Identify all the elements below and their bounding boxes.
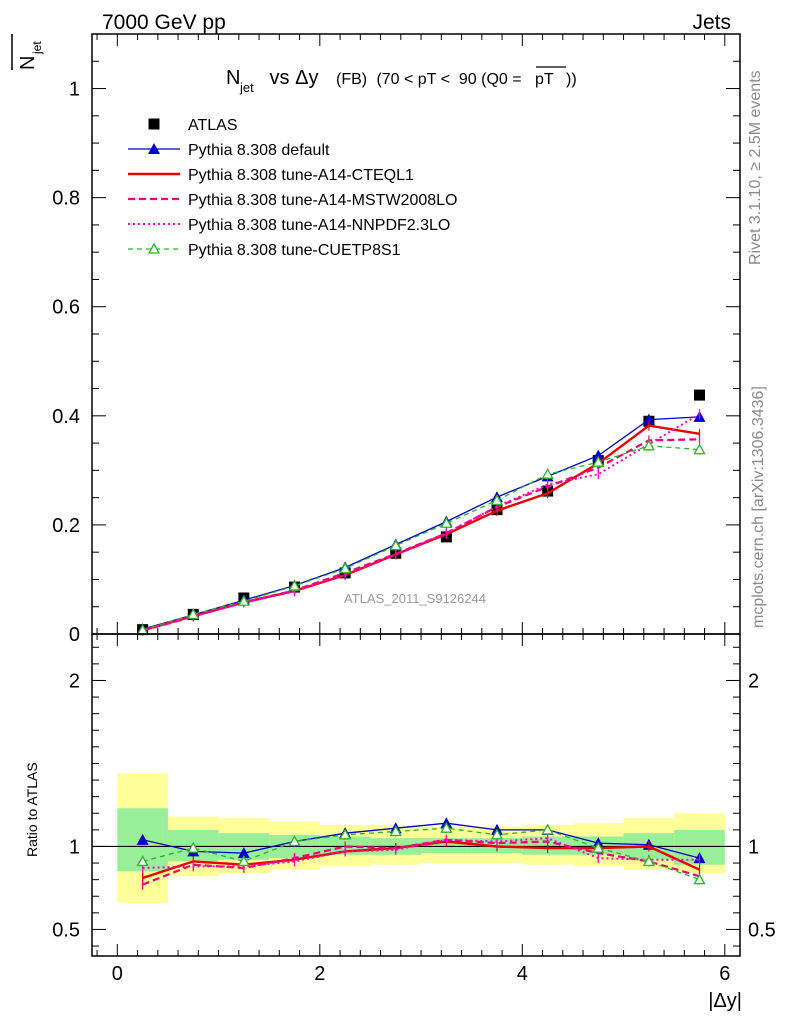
legend-entry-pythia-8-308-tune-cuetp8s1: Pythia 8.308 tune-CUETP8S1 (128, 242, 401, 259)
main-y-tick-label: 0.2 (52, 515, 80, 537)
main-point-pythia-8-308-tune-cuetp8s1 (440, 516, 453, 528)
main-title: N jet vs Δy (FB) (70 < pT < 90 (Q0 = pT … (226, 66, 577, 95)
legend-label-pythia-8-308-default: Pythia 8.308 default (188, 142, 330, 159)
main-point-atlas (694, 389, 705, 401)
title-fb: (FB) (336, 71, 367, 88)
ratio-point-pythia-8-308-tune-cuetp8s1 (187, 841, 200, 853)
legend-label-pythia-8-308-tune-cuetp8s1: Pythia 8.308 tune-CUETP8S1 (188, 242, 401, 259)
main-series-group (136, 389, 706, 636)
ratio-y-tick-label-right: 2 (748, 670, 759, 692)
main-y-tick-label: 0.6 (52, 297, 80, 319)
legend-label-pythia-8-308-tune-a14-cteql1: Pythia 8.308 tune-A14-CTEQL1 (188, 167, 414, 184)
main-point-pythia-8-308-tune-cuetp8s1 (693, 443, 706, 455)
main-line-pythia-8-308-tune-cuetp8s1 (142, 445, 700, 631)
main-point-pythia-8-308-tune-cuetp8s1 (187, 608, 200, 620)
ratio-point-pythia-8-308-tune-cuetp8s1 (389, 825, 402, 837)
x-tick-label: 6 (719, 963, 730, 985)
main-point-pythia-8-308-tune-cuetp8s1 (541, 467, 554, 479)
ratio-y-tick-label-left: 0.5 (52, 919, 80, 941)
ratio-point-pythia-8-308-tune-cuetp8s1 (592, 841, 605, 853)
title-sub: jet (239, 80, 254, 95)
main-series-pythia-8-308-tune-cuetp8s1 (136, 439, 706, 636)
rivet-label: Rivet 3.1.10, ≥ 2.5M events (747, 70, 764, 265)
main-y-tick-label: 0.4 (52, 406, 80, 428)
ratio-series-pythia-8-308-tune-cuetp8s1 (136, 821, 706, 885)
main-y-tick-label: 0 (69, 624, 80, 646)
main-y-axis-label: N jet (11, 34, 44, 70)
main-line-pythia-8-308-default (142, 416, 700, 630)
main-point-pythia-8-308-tune-cuetp8s1 (389, 539, 402, 551)
main-point-pythia-8-308-default (642, 413, 655, 425)
main-y-tick-label: 0.8 (52, 188, 80, 210)
ratio-series-group (136, 817, 706, 890)
title-vs: vs Δy (264, 67, 324, 89)
legend-label-atlas: ATLAS (188, 117, 238, 134)
analysis-watermark: ATLAS_2011_S9126244 (344, 591, 486, 606)
ratio-point-pythia-8-308-tune-cuetp8s1 (136, 855, 149, 867)
header-left: 7000 GeV pp (102, 11, 226, 34)
main-point-pythia-8-308-tune-cuetp8s1 (490, 494, 504, 506)
ratio-series-pythia-8-308-tune-a14-nnpdf2-3lo (142, 833, 701, 874)
legend-label-pythia-8-308-tune-a14-nnpdf2-3lo: Pythia 8.308 tune-A14-NNPDF2.3LO (188, 217, 450, 234)
ratio-point-pythia-8-308-tune-cuetp8s1 (642, 855, 655, 867)
title-end: )) (566, 71, 577, 88)
x-tick-label: 4 (517, 963, 528, 985)
main-point-pythia-8-308-tune-cuetp8s1 (339, 562, 352, 574)
ratio-y-tick-label-right: 0.5 (748, 919, 776, 941)
main-point-pythia-8-308-tune-cuetp8s1 (592, 455, 605, 467)
ratio-frame (91, 633, 741, 957)
legend-marker-pythia-8-308-tune-cuetp8s1 (147, 242, 161, 254)
x-axis-label: |Δy| (708, 990, 742, 1012)
ratio-point-pythia-8-308-default (237, 847, 250, 859)
ratio-y-tick-label-right: 1 (748, 836, 759, 858)
ratio-point-pythia-8-308-default (136, 833, 149, 845)
legend: ATLAS Pythia 8.308 default Pythia 8.308 tu… (128, 117, 457, 259)
ratio-point-pythia-8-308-tune-cuetp8s1 (693, 873, 706, 885)
axis-ticks: 0 2 4 6 0 0.2 0.4 0.6 0.8 1 0.5 0.5 1 1 2 2 (52, 33, 776, 985)
ratio-y-tick-label-left: 2 (69, 670, 80, 692)
ratio-point-pythia-8-308-tune-cuetp8s1 (288, 835, 301, 847)
header-right: Jets (692, 11, 731, 34)
title-range: (70 < pT < 90 (Q0 = (372, 71, 522, 88)
main-y-tick-label: 1 (69, 79, 80, 101)
main-point-pythia-8-308-default (592, 449, 605, 461)
main-point-pythia-8-308-tune-cuetp8s1 (642, 439, 655, 451)
ratio-point-pythia-8-308-tune-cuetp8s1 (339, 828, 352, 840)
x-tick-label: 2 (314, 963, 325, 985)
ratio-line-pythia-8-308-tune-a14-nnpdf2-3lo (142, 837, 700, 869)
main-point-pythia-8-308-tune-cuetp8s1 (237, 594, 250, 606)
ratio-y-tick-label-left: 1 (69, 836, 80, 858)
main-line-pythia-8-308-tune-a14-nnpdf2-3lo (142, 413, 701, 632)
title-n: N (226, 67, 240, 89)
legend-entry-pythia-8-308-tune-a14-nnpdf2-3lo: Pythia 8.308 tune-A14-NNPDF2.3LO (128, 217, 450, 234)
ratio-y-label: Ratio to ATLAS (24, 762, 40, 857)
title-over: pT (535, 71, 554, 88)
main-point-pythia-8-308-tune-cuetp8s1 (288, 579, 301, 591)
ratio-point-pythia-8-308-tune-cuetp8s1 (440, 821, 453, 833)
ratio-point-pythia-8-308-tune-cuetp8s1 (237, 855, 250, 867)
mcplots-label: mcplots.cern.ch [arXiv:1306.3436] (750, 386, 767, 628)
x-tick-label: 0 (112, 963, 123, 985)
legend-entry-pythia-8-308-default: Pythia 8.308 default (128, 142, 330, 159)
ratio-point-pythia-8-308-tune-cuetp8s1 (490, 828, 504, 840)
legend-marker-pythia-8-308-default (148, 143, 160, 154)
legend-entry-pythia-8-308-tune-a14-mstw2008lo: Pythia 8.308 tune-A14-MSTW2008LO (128, 192, 457, 209)
legend-entry-pythia-8-308-tune-a14-cteql1: Pythia 8.308 tune-A14-CTEQL1 (128, 167, 414, 184)
legend-entry-atlas: ATLAS (148, 117, 238, 134)
legend-label-pythia-8-308-tune-a14-mstw2008lo: Pythia 8.308 tune-A14-MSTW2008LO (188, 192, 457, 209)
ratio-point-pythia-8-308-tune-cuetp8s1 (541, 823, 554, 835)
main-line-pythia-8-308-tune-a14-mstw2008lo (142, 438, 700, 632)
ratio-bands (117, 773, 725, 903)
y-label-sub: jet (30, 41, 44, 55)
y-label-n: N (17, 56, 39, 70)
legend-marker-atlas (148, 118, 160, 130)
ratio-line-pythia-8-308-default (142, 822, 700, 859)
